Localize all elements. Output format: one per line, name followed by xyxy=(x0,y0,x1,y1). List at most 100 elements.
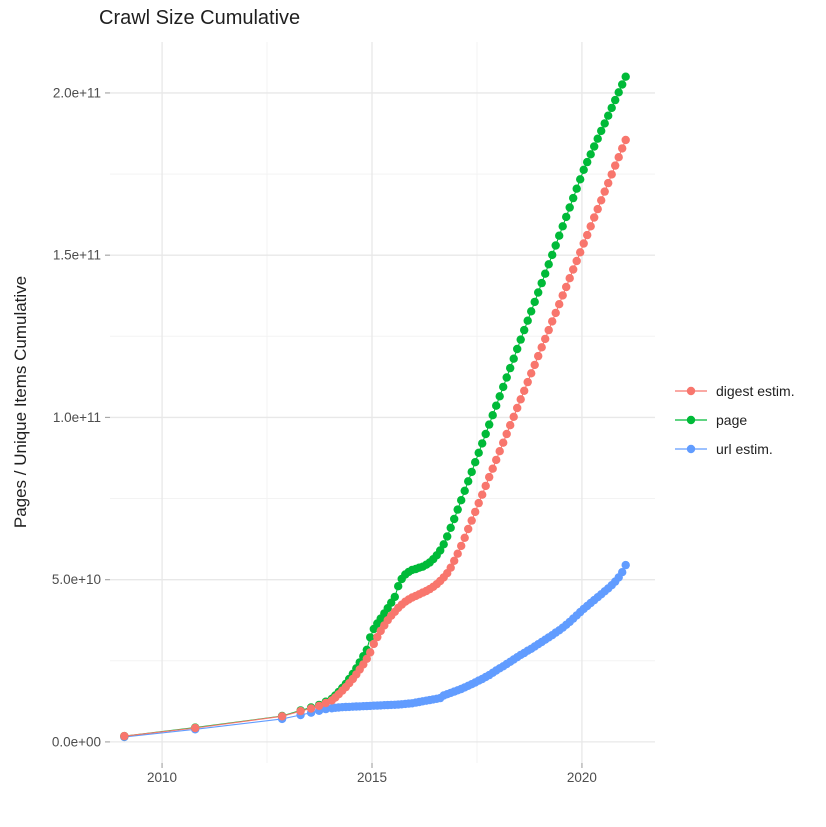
data-point-page xyxy=(586,150,595,159)
data-point-page xyxy=(593,134,602,143)
data-point-page xyxy=(544,260,553,269)
data-point-page xyxy=(600,119,609,128)
data-point-digestestim xyxy=(502,429,511,439)
data-point-digestestim xyxy=(527,369,536,378)
chart-title: Crawl Size Cumulative xyxy=(99,7,301,29)
data-point-page xyxy=(555,231,564,240)
data-point-digestestim xyxy=(495,447,504,456)
data-point-page xyxy=(572,184,581,193)
data-point-digestestim xyxy=(474,498,483,508)
data-point-digestestim xyxy=(621,135,630,145)
legend-label: page xyxy=(716,411,748,428)
data-point-digestestim xyxy=(583,230,592,240)
data-point-digestestim xyxy=(457,541,466,551)
data-point-page xyxy=(474,448,483,457)
data-point-page xyxy=(467,467,476,477)
data-point-page xyxy=(492,401,501,410)
data-point-digestestim xyxy=(366,648,375,657)
data-point-digestestim xyxy=(120,731,129,741)
data-point-page xyxy=(453,505,462,514)
data-point-digestestim xyxy=(464,524,473,534)
data-point-digestestim xyxy=(453,549,462,558)
data-point-digestestim xyxy=(460,533,469,542)
data-point-digestestim xyxy=(607,170,616,179)
data-point-page xyxy=(527,307,536,316)
legend-key-icon xyxy=(675,444,707,453)
data-point-page xyxy=(583,157,592,167)
data-point-page xyxy=(614,88,623,97)
legend-item-page: page xyxy=(674,405,795,434)
data-point-digestestim xyxy=(277,712,287,721)
data-point-digestestim xyxy=(506,421,515,430)
data-point-page xyxy=(502,373,511,382)
legend-item-urlestim: url estim. xyxy=(674,434,795,463)
data-point-page xyxy=(481,429,490,439)
y-tick-label: 2.0e+11 xyxy=(53,85,101,100)
x-tick-label: 2010 xyxy=(147,770,177,785)
legend-item-digestestim: digest estim. xyxy=(674,376,795,405)
data-point-digestestim xyxy=(492,455,501,465)
data-point-digestestim xyxy=(520,386,529,395)
data-point-page xyxy=(509,354,518,363)
data-point-page xyxy=(611,95,620,105)
data-point-page xyxy=(443,532,452,541)
data-point-page xyxy=(499,382,508,392)
data-point-page xyxy=(523,316,532,325)
x-tick-label: 2015 xyxy=(357,770,387,785)
data-point-digestestim xyxy=(467,516,476,525)
legend-label: digest estim. xyxy=(716,382,795,399)
data-point-page xyxy=(530,297,539,307)
data-point-page xyxy=(478,439,487,448)
data-point-digestestim xyxy=(471,507,480,517)
data-point-urlestim xyxy=(621,560,630,570)
data-point-digestestim xyxy=(314,701,324,711)
data-point-digestestim xyxy=(590,213,599,222)
data-point-page xyxy=(597,126,606,136)
data-point-digestestim xyxy=(450,556,459,565)
data-point-page xyxy=(621,72,630,81)
data-point-page xyxy=(460,486,469,495)
legend-label: url estim. xyxy=(716,440,773,457)
data-point-digestestim xyxy=(481,481,490,491)
data-point-digestestim xyxy=(362,654,371,663)
data-point-page xyxy=(464,477,473,486)
y-tick-label: 1.0e+11 xyxy=(53,410,101,425)
legend-key-icon xyxy=(675,386,707,395)
data-point-digestestim xyxy=(373,632,382,642)
data-point-digestestim xyxy=(516,395,525,404)
data-point-digestestim xyxy=(597,196,606,205)
data-point-page xyxy=(495,392,504,401)
data-point-digestestim xyxy=(369,639,378,649)
data-point-digestestim xyxy=(513,403,522,413)
data-point-digestestim xyxy=(509,412,518,421)
data-point-page xyxy=(516,335,525,344)
data-point-page xyxy=(576,175,585,184)
data-point-digestestim xyxy=(576,248,585,257)
data-point-digestestim xyxy=(600,187,609,196)
data-point-digestestim xyxy=(296,706,305,716)
data-point-page xyxy=(562,212,571,222)
data-point-page xyxy=(394,582,403,591)
data-point-page xyxy=(537,278,546,288)
data-point-digestestim xyxy=(530,360,539,370)
data-point-page xyxy=(439,540,448,549)
data-point-page xyxy=(565,203,574,212)
data-point-digestestim xyxy=(478,490,487,499)
data-point-page xyxy=(569,193,578,203)
data-point-digestestim xyxy=(446,563,455,572)
data-point-digestestim xyxy=(593,204,602,214)
data-point-page xyxy=(579,165,588,174)
data-point-page xyxy=(436,546,445,555)
data-point-digestestim xyxy=(544,325,553,335)
data-point-digestestim xyxy=(569,265,578,274)
data-point-digestestim xyxy=(565,274,574,283)
data-point-digestestim xyxy=(618,144,627,153)
data-point-page xyxy=(604,111,613,120)
data-point-digestestim xyxy=(604,178,613,188)
data-point-page xyxy=(520,325,529,335)
data-point-digestestim xyxy=(558,291,567,300)
data-point-digestestim xyxy=(523,377,532,387)
data-point-page xyxy=(446,523,455,532)
